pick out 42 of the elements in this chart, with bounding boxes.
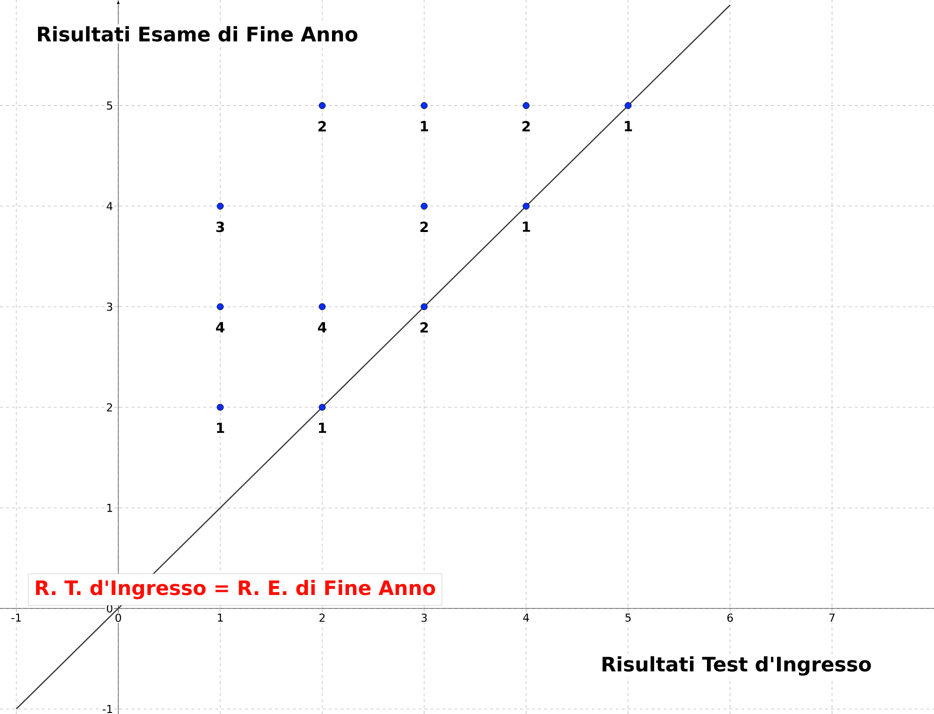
point: [624, 102, 632, 110]
x-tick-label: 7: [829, 614, 835, 622]
annotation: 1: [522, 222, 530, 232]
annotation: 1: [216, 422, 224, 433]
point: [318, 404, 326, 411]
annotation: 1: [318, 422, 326, 433]
point: [216, 303, 224, 310]
annotation: 2: [522, 121, 530, 132]
x-tick-label: 5: [625, 614, 631, 622]
x-tick-label: 6: [727, 614, 733, 622]
y-tick-label: -1: [102, 704, 112, 713]
x-axis-title: Risultati Test d'Ingresso: [602, 656, 871, 676]
x-tick-label: 0: [116, 614, 122, 622]
y-tick-label: 1: [107, 504, 112, 512]
annotation: 3: [216, 222, 224, 232]
x-tick-label: 1: [218, 614, 223, 622]
annotation: 4: [216, 322, 224, 332]
y-tick-label: 2: [106, 403, 112, 412]
point: [216, 404, 224, 411]
point: [420, 202, 428, 210]
point: [522, 102, 530, 110]
annotation: R. T. d'Ingresso = R. E. di Fine Anno: [36, 580, 436, 600]
annotation: 2: [318, 121, 326, 132]
annotation: 2: [420, 322, 428, 333]
annotation: 1: [624, 121, 632, 132]
annotation: 4: [318, 322, 326, 332]
point: [522, 202, 530, 210]
point: [216, 202, 224, 210]
annotation: 2: [420, 222, 428, 232]
point: [420, 303, 428, 310]
x-tick-label: 2: [320, 614, 325, 622]
y-tick-label: 3: [106, 302, 112, 311]
x-tick-label: 4: [523, 614, 530, 622]
x-tick-label: 3: [422, 614, 427, 622]
annotation: 1: [420, 121, 428, 132]
point: [318, 102, 326, 110]
y-axis-title: Risultati Esame di Fine Anno: [38, 26, 358, 42]
point: [318, 303, 326, 310]
y-tick-label: 5: [106, 102, 112, 110]
x-tick-label: -1: [11, 614, 21, 622]
y-tick-label: 4: [106, 202, 112, 210]
point: [420, 102, 428, 110]
